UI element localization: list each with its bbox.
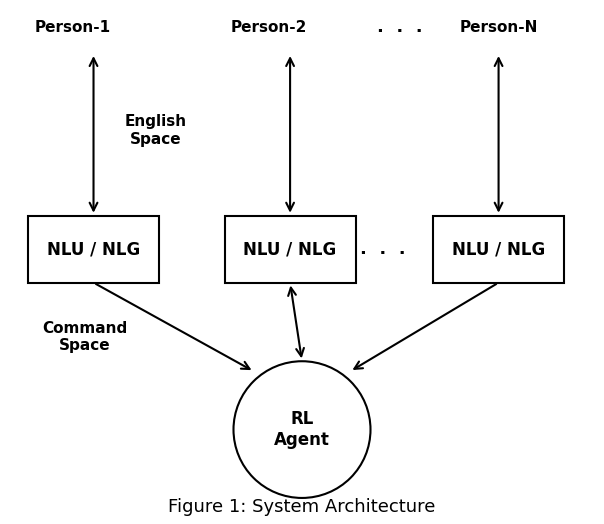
- Text: NLU / NLG: NLU / NLG: [243, 240, 336, 258]
- Text: RL
Agent: RL Agent: [274, 410, 330, 449]
- Text: .  .  .: . . .: [359, 240, 405, 258]
- Text: English
Space: English Space: [125, 114, 187, 147]
- Text: NLU / NLG: NLU / NLG: [452, 240, 545, 258]
- Text: Command
Space: Command Space: [42, 321, 127, 353]
- FancyBboxPatch shape: [28, 215, 159, 282]
- FancyBboxPatch shape: [433, 215, 564, 282]
- Text: Person-1: Person-1: [34, 20, 111, 35]
- FancyBboxPatch shape: [225, 215, 356, 282]
- Ellipse shape: [234, 361, 370, 498]
- Text: Figure 1: System Architecture: Figure 1: System Architecture: [169, 498, 435, 516]
- Text: .  .  .: . . .: [378, 18, 423, 36]
- Text: Person-2: Person-2: [231, 20, 307, 35]
- Text: NLU / NLG: NLU / NLG: [47, 240, 140, 258]
- Text: Person-N: Person-N: [460, 20, 538, 35]
